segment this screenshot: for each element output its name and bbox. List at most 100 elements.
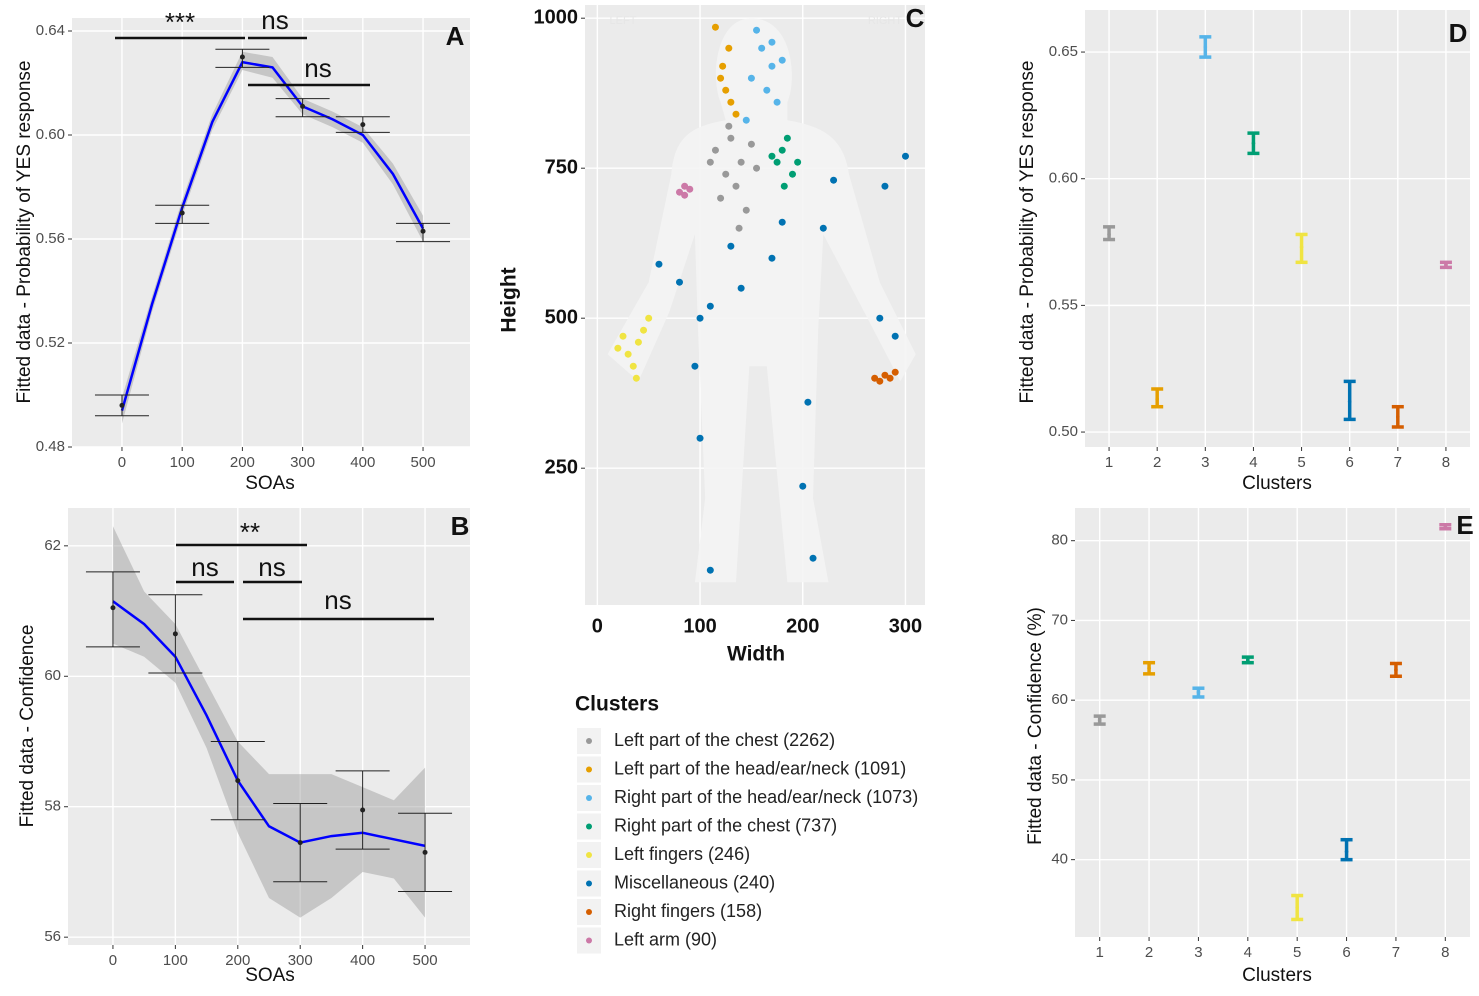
x-tick-label: 4 [1249,454,1257,471]
annotation: ns [261,5,288,35]
point [819,224,827,232]
y-tick-label: 0.65 [1049,43,1078,60]
legend-title: Clusters [575,693,659,716]
point [1251,141,1256,146]
point [645,314,653,322]
y-tick-label: 58 [44,798,61,815]
point [727,98,735,106]
x-tick-label: 6 [1346,454,1354,471]
x-tick-label: 2 [1145,944,1153,961]
point [1107,232,1111,237]
point [676,188,684,196]
panels: 0.480.520.560.600.640 100 200 300 400 500*** n… [14,3,1474,986]
y-tick-label: 500 [545,306,578,328]
y-tick-label: 0.60 [1049,170,1078,187]
x-tick-label: 100 [170,454,195,471]
point [747,140,755,148]
y-axis-title: Fitted data - Probability of YES respons… [14,61,35,404]
point [619,332,627,340]
point [722,86,730,94]
point [655,260,663,268]
legend-marker [586,852,592,858]
point [742,206,750,214]
x-tick-label: 5 [1293,944,1301,961]
point [725,44,733,52]
point [360,807,366,813]
point [742,116,750,124]
point [676,278,684,286]
point [891,368,899,376]
point [1246,658,1250,663]
y-tick-label: 70 [1051,611,1068,628]
x-tick-label: 4 [1244,944,1252,961]
x-tick-label: 0 [109,952,117,969]
point [737,284,745,292]
x-tick-label: 300 [290,454,315,471]
point [360,122,366,128]
point [1444,263,1448,267]
x-axis-title: Width [727,643,785,666]
legend-label: Right part of the chest (737) [614,815,837,835]
x-tick-label: 3 [1194,944,1202,961]
fit-line [120,60,425,411]
y-tick-label: 0.48 [36,438,65,455]
point [773,98,781,106]
legend-marker [586,795,592,801]
point [763,86,771,94]
point [722,170,730,178]
point [300,103,306,109]
point [768,62,776,70]
point [773,158,781,166]
point [179,210,185,216]
point [732,182,740,190]
y-tick-label: 80 [1051,532,1068,549]
point [778,218,786,226]
panel-label: D [1449,18,1468,48]
point [727,134,735,142]
x-axis-title: Clusters [1242,473,1312,494]
point [768,38,776,46]
plot-area [1075,508,1470,937]
fit-line [112,600,426,848]
legend-label: Left fingers (246) [614,844,750,864]
point [876,377,884,385]
y-axis-title: Fitted data - Confidence [17,625,38,828]
plot-area [72,18,470,447]
point [297,840,303,846]
point [1347,399,1352,404]
legend-label: Right fingers (158) [614,901,762,921]
point [1344,849,1349,854]
x-tick-label: 200 [225,952,250,969]
body-silhouette [607,18,916,583]
legend-marker [586,738,592,744]
x-tick-label: 7 [1394,454,1402,471]
point [891,332,899,340]
point [737,158,745,166]
y-tick-label: 0.55 [1049,296,1078,313]
y-tick-label: 0.60 [36,126,65,143]
x-axis-title: Clusters [1242,965,1312,986]
panel-label: E [1456,510,1473,540]
y-tick-label: 0.50 [1049,423,1078,440]
point [1295,905,1299,910]
point [629,362,637,370]
y-axis-title: Height [498,267,521,332]
point [706,566,714,574]
point [110,605,116,611]
x-tick-label: 200 [786,615,819,637]
point [804,398,812,406]
point [758,44,766,52]
point [871,374,879,382]
point [783,134,791,142]
legend-marker [586,880,592,887]
point [753,164,761,172]
x-tick-label: 3 [1201,454,1209,471]
legend-label: Left part of the head/ear/neck (1091) [614,758,906,778]
x-tick-label: 6 [1342,944,1350,961]
point [422,849,428,855]
annotation: ns [304,53,331,83]
y-tick-label: 60 [1051,691,1068,708]
x-tick-label: 400 [350,952,375,969]
legend-label: Left part of the chest (2262) [614,730,835,750]
